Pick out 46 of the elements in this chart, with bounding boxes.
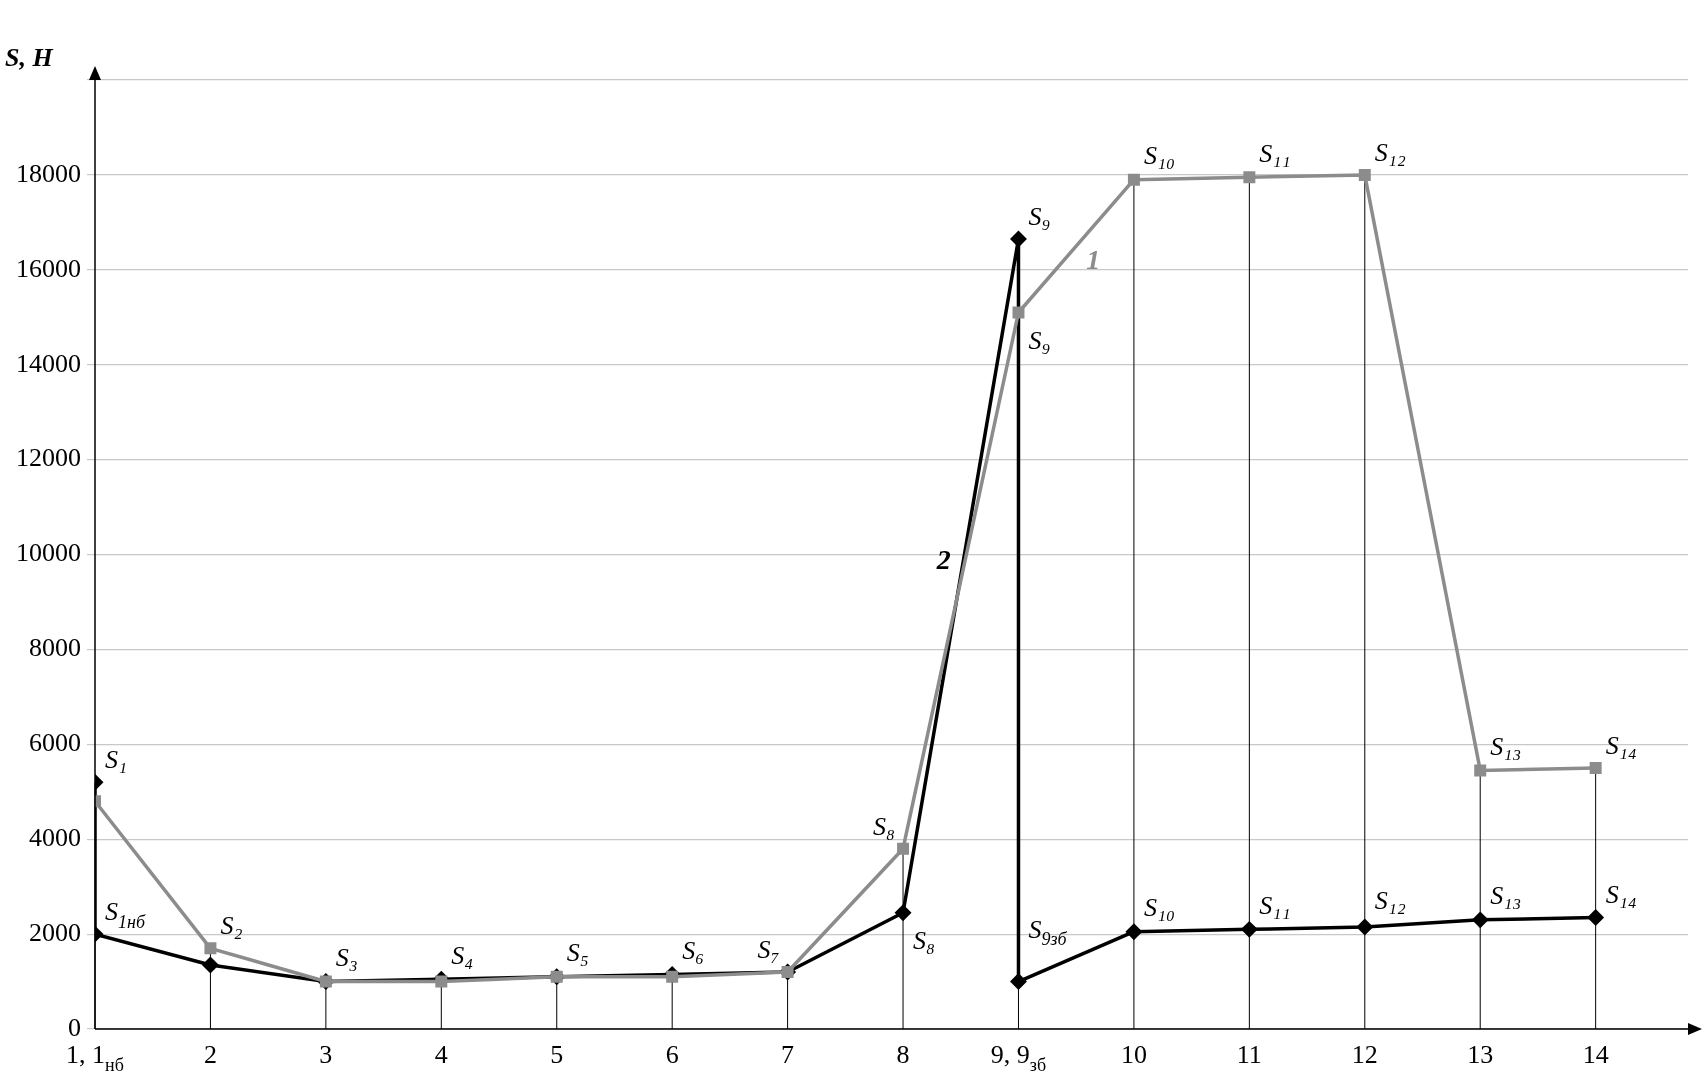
annotation: S₈ <box>873 811 896 841</box>
annotation: S₁₃ <box>1490 881 1522 911</box>
x-tick-label: 5 <box>550 1040 564 1069</box>
annotation: S₁₁ <box>1259 138 1291 168</box>
y-axis-title: S, Н <box>5 43 54 72</box>
annotation: S₆ <box>682 936 705 966</box>
annotation: S₁₃ <box>1490 731 1522 761</box>
y-tick-label: 14000 <box>16 348 81 378</box>
annotation: S₁₂ <box>1374 885 1406 915</box>
series-label: 1 <box>1086 244 1101 276</box>
x-tick-label: 10 <box>1120 1040 1147 1069</box>
y-tick-label: 16000 <box>16 253 81 283</box>
x-tick-label: 6 <box>665 1040 679 1069</box>
annotation: S₁₄ <box>1605 731 1637 761</box>
annotation: S₁ <box>105 745 128 775</box>
x-tick-label: 7 <box>781 1040 795 1069</box>
y-tick-label: 10000 <box>16 538 81 568</box>
annotation: S₄ <box>451 940 474 970</box>
x-tick-label: 13 <box>1467 1040 1494 1069</box>
annotation: S₁₄ <box>1605 880 1637 910</box>
annotation: S₉ <box>1028 201 1051 231</box>
annotation: S₉ <box>1028 325 1051 355</box>
x-tick-label: 3 <box>319 1040 333 1069</box>
y-tick-label: 6000 <box>29 728 81 758</box>
y-tick-label: 8000 <box>29 633 81 663</box>
x-tick-label: 12 <box>1351 1040 1378 1069</box>
annotation: S₅ <box>566 938 589 968</box>
y-tick-label: 12000 <box>16 443 81 473</box>
annotation: S₃ <box>335 943 358 973</box>
x-tick-label: 14 <box>1582 1040 1609 1069</box>
annotation: S₂ <box>220 911 243 941</box>
x-tick-label: 2 <box>203 1040 217 1069</box>
x-tick-label: 11 <box>1236 1040 1262 1069</box>
x-tick-label: 4 <box>434 1040 448 1069</box>
annotation: S₈ <box>913 925 936 955</box>
y-tick-label: 18000 <box>16 158 81 188</box>
x-tick-label: 8 <box>896 1040 910 1069</box>
annotation: S₁₁ <box>1259 890 1291 920</box>
series-label: 2 <box>935 544 951 576</box>
y-tick-label: 4000 <box>29 823 81 853</box>
y-tick-label: 2000 <box>29 917 81 947</box>
annotation: S₁₀ <box>1143 141 1175 171</box>
annotation: S₇ <box>757 935 780 965</box>
annotation: S₁₂ <box>1374 137 1406 167</box>
annotation: S₁₀ <box>1143 893 1175 923</box>
y-tick-label: 0 <box>68 1012 81 1042</box>
